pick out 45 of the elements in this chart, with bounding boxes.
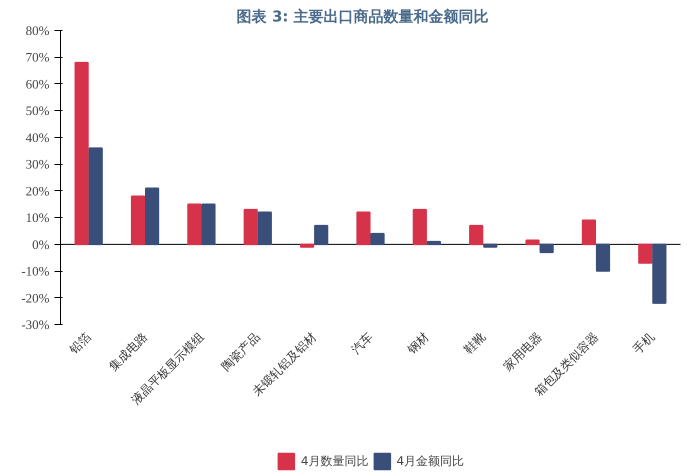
- y-tick-label: 10%: [26, 210, 50, 226]
- bar: [258, 211, 272, 246]
- bar: [145, 187, 160, 246]
- bar: [88, 147, 103, 246]
- x-tick-label: 手机: [630, 330, 658, 356]
- bar: [356, 211, 371, 246]
- y-tick-label: -30%: [21, 317, 50, 332]
- x-tick-label: 钢材: [404, 330, 432, 358]
- bar: [201, 203, 216, 246]
- bar: [244, 208, 258, 246]
- bar: [540, 244, 554, 254]
- y-tick-label: 50%: [26, 103, 50, 118]
- y-tick-label: 20%: [26, 183, 50, 198]
- y-tick-label: -20%: [21, 290, 50, 306]
- legend-label: 4月数量同比: [300, 452, 368, 470]
- x-tick-label: 陶瓷产品: [218, 330, 263, 374]
- bar: [74, 62, 89, 246]
- y-tick-label: 70%: [26, 50, 50, 65]
- legend-label: 4月金额同比: [396, 452, 464, 470]
- bar: [130, 195, 146, 246]
- bar: [525, 240, 540, 246]
- x-tick-label: 汽车: [348, 330, 376, 356]
- y-tick-label: 30%: [26, 156, 50, 172]
- y-tick-label: 60%: [26, 76, 50, 92]
- bar: [652, 244, 666, 304]
- bar: [314, 224, 328, 246]
- bar: [426, 240, 441, 246]
- bar: [638, 244, 652, 264]
- bar: [596, 244, 610, 272]
- y-tick-label: -10%: [21, 264, 50, 279]
- bar: [582, 220, 596, 246]
- x-tick-label: 铅箔: [66, 330, 94, 358]
- x-tick-label: 集成电路: [106, 330, 150, 374]
- x-tick-label: 家用电器: [500, 330, 545, 374]
- y-tick-label: 80%: [26, 23, 50, 38]
- y-tick-label: 40%: [26, 130, 50, 145]
- bar: [300, 244, 314, 248]
- bar: [483, 244, 498, 248]
- chart-title: 图表 3: 主要出口商品数量和金额同比: [236, 8, 489, 26]
- y-tick-label: 0%: [32, 236, 50, 252]
- bar: [412, 208, 427, 246]
- bar: [370, 232, 385, 246]
- bar: [469, 224, 484, 246]
- bar: [187, 203, 202, 246]
- x-tick-label: 鞋靴: [461, 330, 488, 356]
